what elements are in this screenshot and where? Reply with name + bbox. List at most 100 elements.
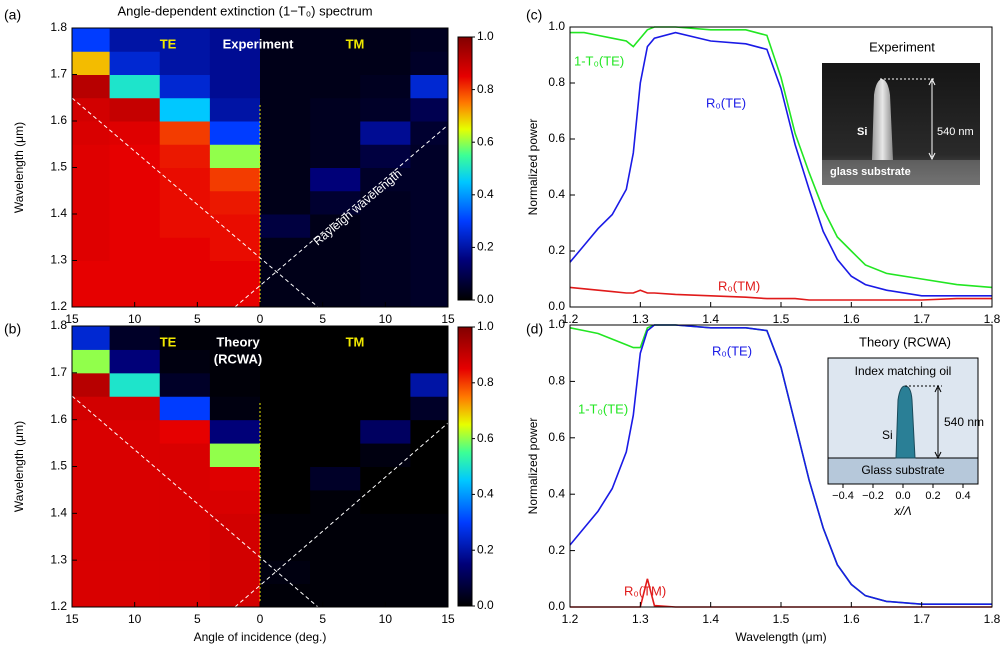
series-line [569,31,992,297]
panel-label: (a) [4,7,21,23]
heatmap-cell [159,121,211,145]
y-tick-label: 0.6 [548,131,565,145]
colorbar-tick-label: 0.0 [477,292,494,306]
heatmap-cell [209,489,261,514]
y-tick-label: 1.3 [50,552,67,566]
y-tick-label: 1.5 [50,459,67,473]
heatmap-cell [209,349,261,374]
inset-text: glass substrate [830,166,911,178]
x-tick-label: 1.7 [913,312,930,326]
heatmap-cell [410,396,448,421]
heatmap-cell [159,443,211,467]
colorbar [457,326,473,607]
heatmap-cell [260,97,311,122]
heatmap-cell [360,489,411,514]
heatmap-cell [360,326,411,350]
heatmap-cell [159,51,211,75]
y-tick-label: 1.4 [50,206,67,220]
heatmap-cell [410,144,448,168]
heatmap-cell [360,513,411,538]
heatmap-cell [360,97,411,122]
heatmap-cell [260,214,311,238]
y-tick-label: 1.8 [50,20,67,34]
heatmap-cell [410,74,448,99]
heatmap-cell [72,560,111,585]
heatmap-cell [159,536,211,561]
series-label: R₀(TM) [624,583,666,598]
x-tick-label: 10 [128,612,142,626]
heatmap-cell [109,396,161,421]
heatmap-cell [310,121,361,145]
heatmap-cell [109,237,161,261]
y-axis-label: Normalized power [526,418,540,515]
inset-text: 540 nm [937,126,974,138]
rayleigh-line [71,97,319,308]
y-tick-label: 0.8 [548,374,565,388]
heatmap-cell [72,28,111,52]
heatmap-cell [260,260,311,285]
heatmap-cell [260,349,311,374]
heatmap-cell [72,443,111,467]
heatmap-cell [209,583,261,607]
heatmap-cell [209,74,261,99]
inset-text: Index matching oil [855,364,952,378]
x-axis-label: Angle of incidence (deg.) [194,630,327,644]
colorbar-tick-label: 0.6 [477,134,494,148]
x-tick-label: 1.4 [702,612,719,626]
y-axis-label: Wavelength (μm) [12,421,26,512]
x-tick-label: 5 [194,612,201,626]
heatmap-cell [360,372,411,397]
colorbar-tick-label: 1.0 [477,29,494,43]
heatmap-cell [310,144,361,168]
x-tick-label: 1.3 [632,312,649,326]
geometry-inset: Theory (RCWA) Index matching oil Si 540 … [827,334,984,518]
heatmap-cell [260,489,311,514]
heatmap-cell [209,97,261,122]
x-tick-label: 10 [379,612,393,626]
colorbar-tick-label: 0.2 [477,240,494,254]
heatmap-cell [209,51,261,75]
heatmap-cell [109,583,161,607]
heatmap-cell [109,536,161,561]
plot-frame [71,325,449,608]
heatmap-cell [159,396,211,421]
heatmap-cell [360,583,411,607]
heatmap-cell [209,190,261,215]
heatmap-cell [360,237,411,261]
chart-title: Angle-dependent extinction (1−T₀) spectr… [117,3,372,18]
heatmap-cell [310,28,361,52]
heatmap-cell [109,167,161,192]
y-tick-label: 0.0 [548,599,565,613]
heatmap-cell [209,260,261,285]
inset-x-tick-label: 0.2 [925,490,940,502]
heatmap-cell [72,419,111,444]
inset-title: Experiment [869,39,935,54]
x-tick-label: 15 [441,612,455,626]
heatmap-cell [72,97,111,122]
heatmap-cell [159,489,211,514]
heatmap-cell [72,167,111,192]
plot-frame [569,324,993,608]
pillar [895,385,916,459]
colorbar-tick-label: 0.4 [477,487,494,501]
region-label: TE [160,36,177,51]
panel-label: (c) [526,7,542,23]
heatmap-cell [310,260,361,285]
rayleigh-line [234,124,449,308]
heatmap-cell [72,190,111,215]
glass-region [827,457,979,485]
heatmap-cell [159,167,211,192]
heatmap-cell [360,144,411,168]
heatmap-cell [72,466,111,491]
heatmap-cell [260,28,311,52]
x-tick-label: 1.6 [843,312,860,326]
heatmap-cell [209,513,261,538]
y-tick-label: 1.0 [548,19,565,33]
heatmap-cell [410,583,448,607]
heatmap-cell [310,513,361,538]
heatmap-cell [72,326,111,350]
heatmap-cell [360,396,411,421]
heatmap-cell [159,560,211,585]
heatmap-cell [109,51,161,75]
colorbar-tick-label: 0.6 [477,431,494,445]
